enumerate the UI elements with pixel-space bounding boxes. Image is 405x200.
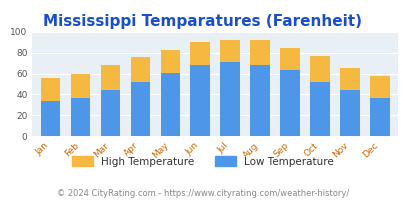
Bar [40,101,60,136]
Bar [339,68,359,90]
Bar [130,82,150,136]
Text: Mississippi Temparatures (Farenheit): Mississippi Temparatures (Farenheit) [43,14,362,29]
Bar [250,65,269,136]
Bar [309,82,329,136]
Bar [130,57,150,82]
Bar [190,65,209,136]
Bar [220,40,239,62]
Bar [339,90,359,136]
Legend: High Temperature, Low Temperature: High Temperature, Low Temperature [68,152,337,171]
Bar [279,48,299,70]
Bar [309,56,329,82]
Bar [220,62,239,136]
Text: © 2024 CityRating.com - https://www.cityrating.com/weather-history/: © 2024 CityRating.com - https://www.city… [57,189,348,198]
Bar [250,40,269,65]
Bar [369,76,389,98]
Bar [70,74,90,98]
Bar [279,70,299,136]
Bar [160,50,179,73]
Bar [100,65,120,90]
Bar [160,73,179,136]
Bar [190,42,209,65]
Bar [100,90,120,136]
Bar [40,78,60,101]
Bar [369,98,389,136]
Bar [70,98,90,136]
